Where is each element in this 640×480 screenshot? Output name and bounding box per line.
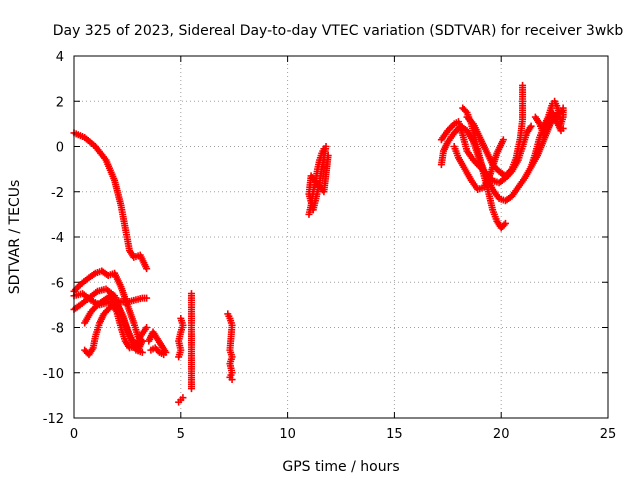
- y-tick-label: -4: [51, 231, 64, 246]
- data-point: [179, 394, 187, 402]
- series-arc-1: [70, 129, 151, 273]
- x-tick-label: 25: [600, 427, 617, 442]
- y-tick-label: -8: [51, 322, 64, 337]
- y-tick-label: -2: [51, 186, 64, 201]
- data-point: [527, 122, 535, 130]
- x-tick-label: 10: [279, 427, 296, 442]
- plot-frame: [73, 55, 609, 419]
- data-point: [187, 385, 195, 393]
- series-arc-7: [145, 328, 170, 356]
- x-tick-label: 5: [177, 427, 185, 442]
- data-point: [177, 314, 185, 322]
- data-points: [70, 81, 567, 406]
- series-arc-15: [437, 118, 535, 187]
- data-point: [499, 136, 507, 144]
- x-tick-label: 20: [493, 427, 510, 442]
- data-point: [501, 219, 509, 227]
- data-point: [138, 348, 146, 356]
- data-point: [462, 107, 470, 115]
- y-axis-label: SDTVAR / TECUs: [7, 180, 23, 295]
- data-point: [500, 221, 508, 229]
- data-point: [154, 347, 162, 355]
- y-tick-label: 4: [56, 50, 64, 65]
- y-tick-label: -10: [43, 367, 64, 382]
- series-arc-12: [224, 310, 236, 384]
- data-point: [559, 104, 567, 112]
- data-point: [160, 351, 168, 359]
- data-point: [519, 81, 527, 89]
- y-tick-label: -6: [51, 276, 64, 291]
- series-arc-10: [175, 394, 187, 406]
- axis-ticks: 0 5 10 15 20 25 -12 -10 -8 -6 -4 -2 0 2 4: [43, 50, 617, 442]
- x-tick-label: 15: [386, 427, 403, 442]
- series-arc-8: [147, 344, 168, 359]
- data-point: [143, 294, 151, 302]
- series-arc-6: [81, 292, 146, 356]
- series-arc-18: [450, 136, 507, 193]
- chart-title: Day 325 of 2023, Sidereal Day-to-day VTE…: [53, 23, 624, 39]
- data-point: [143, 265, 151, 273]
- data-point: [143, 324, 151, 331]
- data-point: [228, 376, 236, 384]
- data-point: [324, 152, 332, 160]
- y-tick-label: -12: [43, 412, 64, 427]
- x-axis-label: GPS time / hours: [282, 459, 399, 475]
- series-arc-11: [187, 290, 195, 393]
- series-arc-20: [531, 109, 567, 139]
- grid-lines: [74, 56, 608, 418]
- series-arc-13: [305, 143, 332, 218]
- series-arc-9: [175, 314, 187, 361]
- y-tick-label: 2: [56, 95, 64, 110]
- y-tick-label: 0: [56, 141, 64, 156]
- x-tick-label: 0: [70, 427, 78, 442]
- data-point: [559, 124, 567, 132]
